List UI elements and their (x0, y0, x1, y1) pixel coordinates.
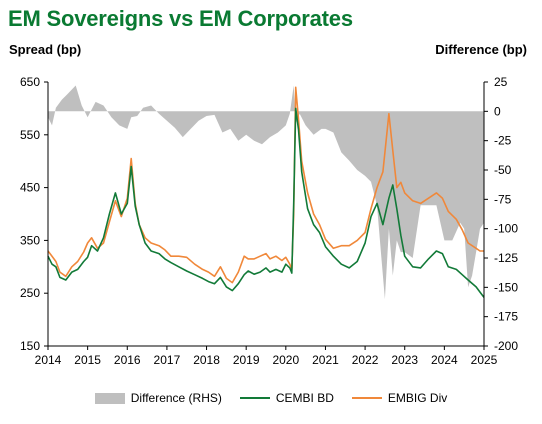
legend-label-difference: Difference (RHS) (130, 391, 222, 405)
x-tick-label: 2022 (352, 353, 379, 367)
y-tick-left-label: 250 (20, 286, 40, 300)
x-tick-label: 2019 (233, 353, 260, 367)
y-tick-right-label: -100 (494, 222, 518, 236)
y-tick-right-label: -50 (494, 163, 512, 177)
chart-title: EM Sovereigns vs EM Corporates (8, 6, 353, 31)
legend-label-cembi: CEMBI BD (275, 391, 334, 405)
y-tick-left-label: 350 (20, 233, 40, 247)
legend-swatch-difference (94, 392, 125, 404)
x-tick-label: 2015 (74, 353, 101, 367)
legend-item-cembi: CEMBI BD (239, 391, 334, 405)
y-axis-label-left: Spread (bp) (9, 42, 82, 57)
y-tick-right-label: 25 (494, 75, 508, 89)
x-tick-label: 2016 (114, 353, 141, 367)
x-tick-label: 2018 (193, 353, 220, 367)
y-axis-label-right: Difference (bp) (435, 42, 527, 57)
y-tick-left-label: 650 (20, 75, 40, 89)
legend-swatch-embig (351, 397, 382, 399)
x-tick-label: 2023 (391, 353, 418, 367)
y-tick-left-label: 150 (20, 339, 40, 353)
y-tick-right-label: -75 (494, 192, 512, 206)
legend-swatch-cembi (239, 397, 270, 399)
legend-label-embig: EMBIG Div (387, 391, 448, 405)
legend: Difference (RHS) CEMBI BD EMBIG Div (0, 391, 542, 405)
y-tick-right-label: -125 (494, 251, 518, 265)
x-tick-label: 2021 (312, 353, 339, 367)
series-difference-area (48, 85, 484, 300)
y-tick-right-label: 0 (494, 104, 501, 118)
legend-item-embig: EMBIG Div (351, 391, 448, 405)
y-tick-right-label: -150 (494, 280, 518, 294)
x-tick-label: 2017 (154, 353, 181, 367)
y-tick-right-label: -200 (494, 339, 518, 353)
y-tick-right-label: -25 (494, 134, 512, 148)
legend-item-difference: Difference (RHS) (94, 391, 222, 405)
series-embig-line (47, 86, 484, 284)
x-tick-label: 2025 (471, 353, 498, 367)
x-tick-label: 2024 (431, 353, 458, 367)
y-tick-left-label: 450 (20, 181, 40, 195)
x-tick-label: 2020 (272, 353, 299, 367)
y-tick-left-label: 550 (20, 128, 40, 142)
x-tick-label: 2014 (35, 353, 62, 367)
y-tick-right-label: -175 (494, 310, 518, 324)
series-cembi-line (47, 107, 485, 298)
